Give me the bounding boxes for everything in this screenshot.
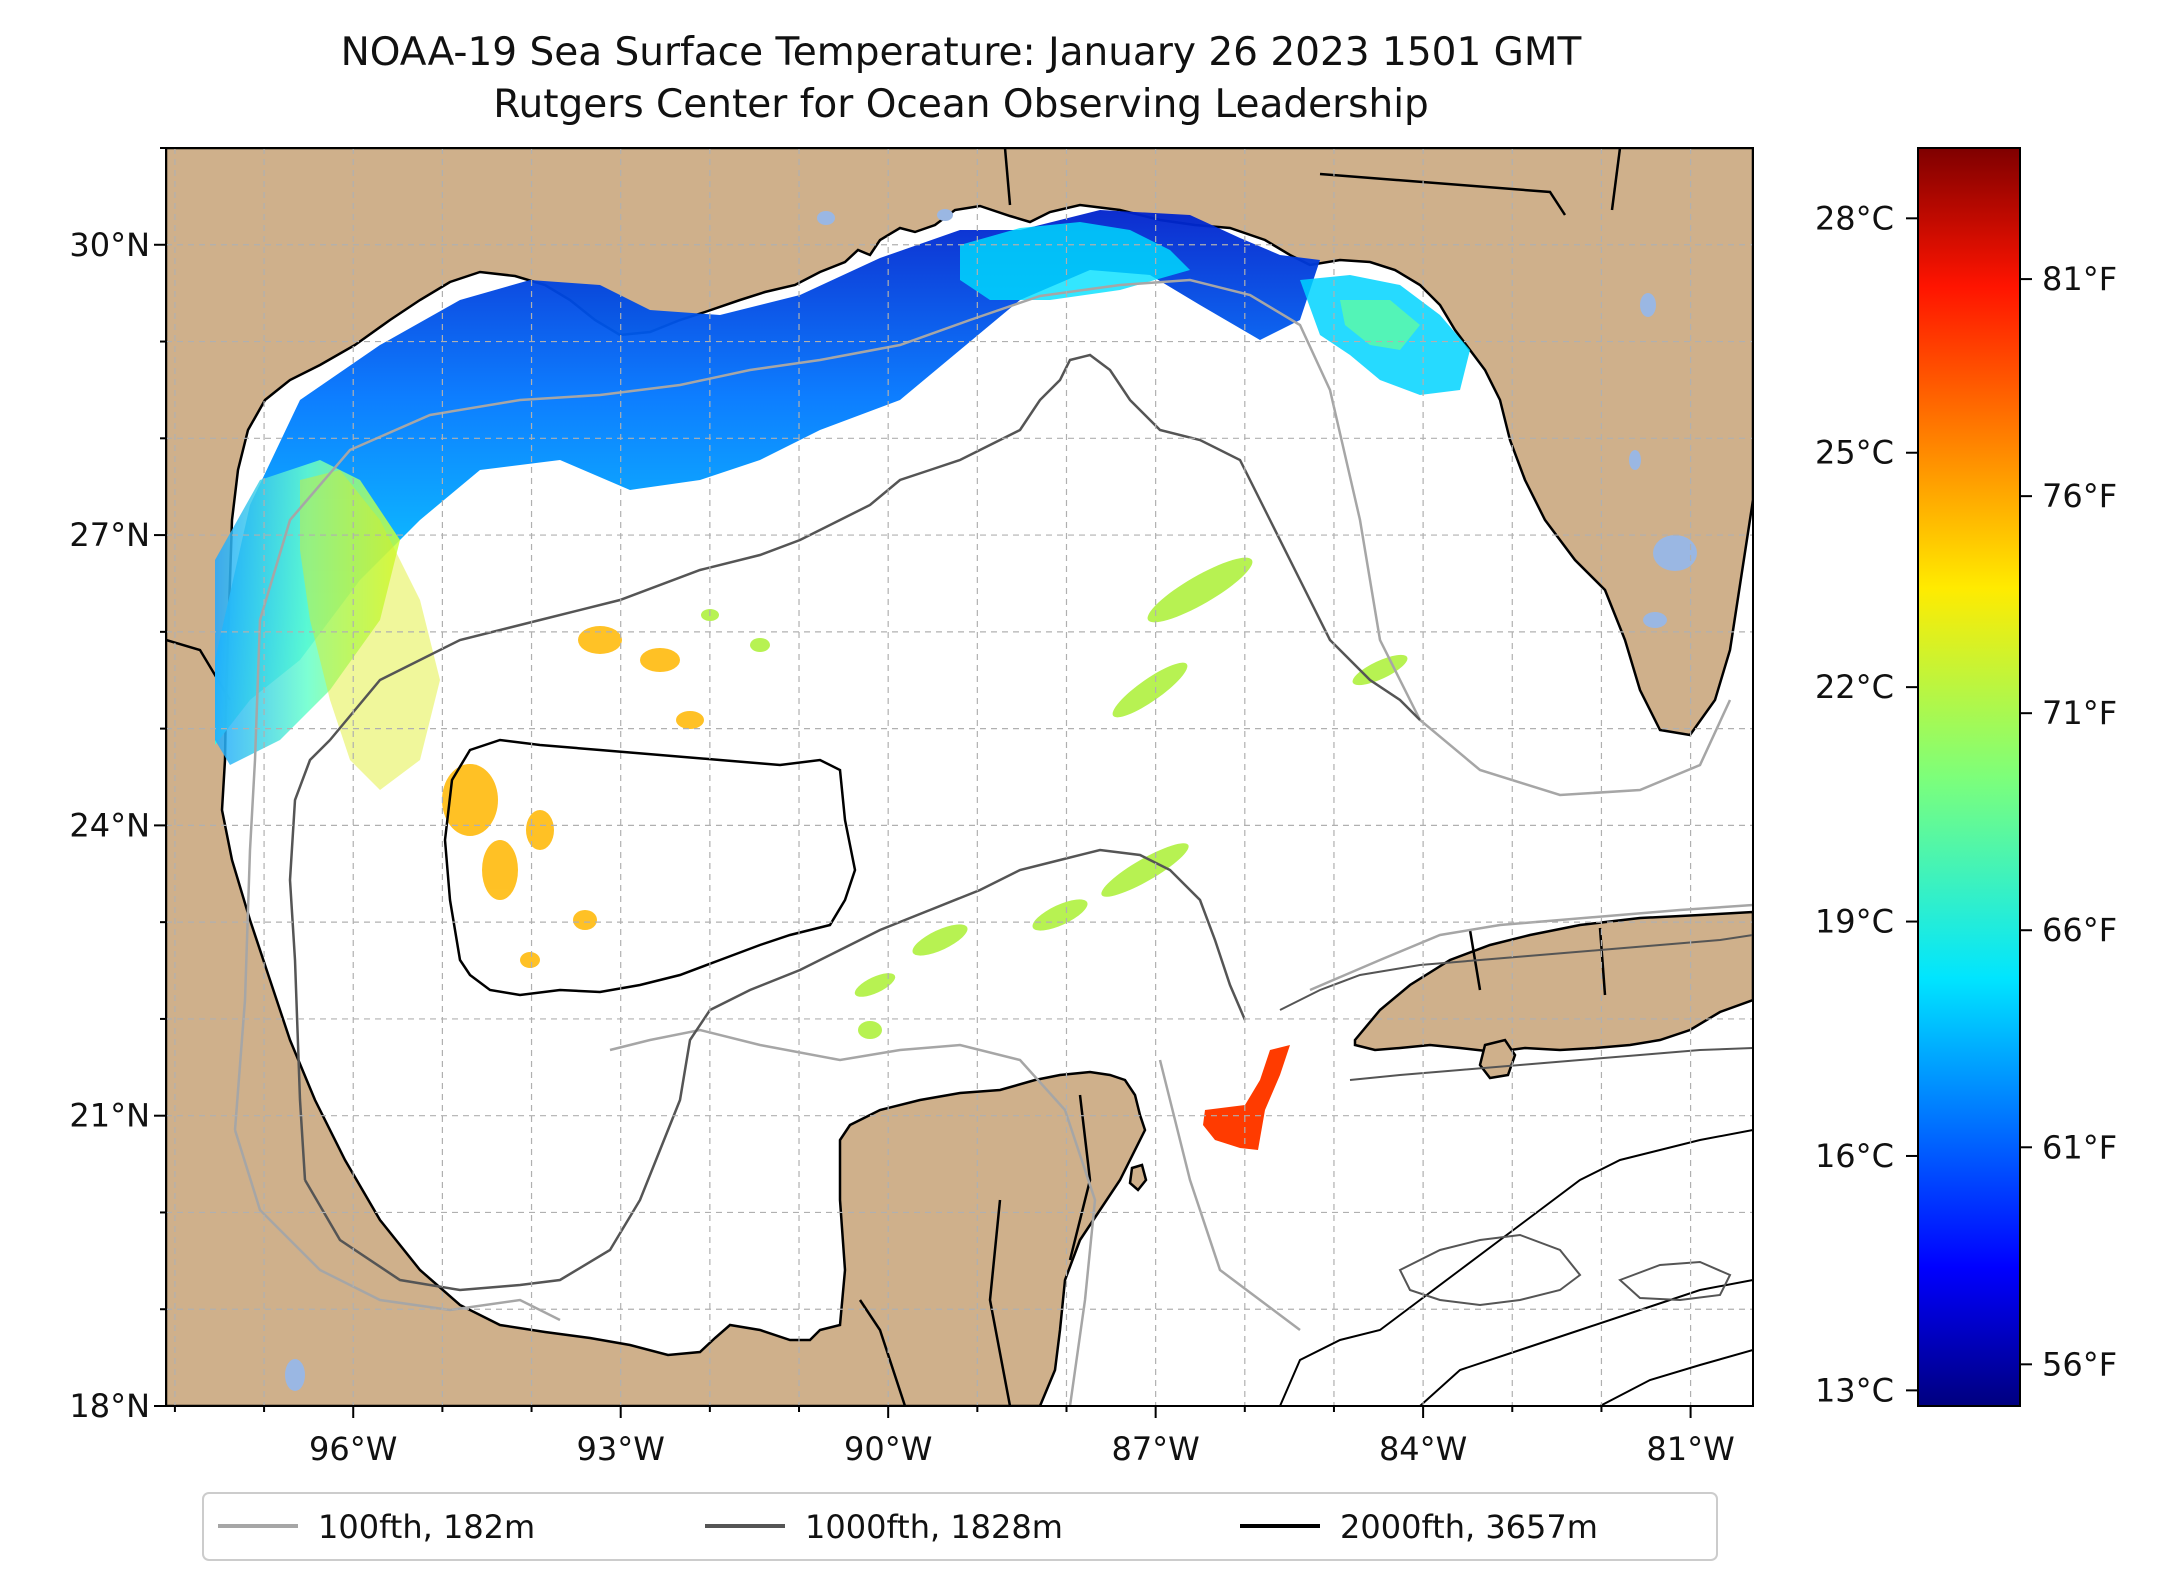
land [166,148,1753,1406]
lat-tick-label: 27°N [69,516,150,554]
map-axis-labels: 96°W 93°W 90°W 87°W 84°W 81°W 30°N 27°N 24°N 21°N… [69,226,1734,1468]
colorbar-labels: 28°C 25°C 22°C 19°C 16°C 13°C 81°F 76°F 71°F 66°F… [1815,199,2117,1409]
celsius-tick-label: 19°C [1815,903,1894,941]
lon-tick-label: 90°W [844,1430,932,1468]
celsius-tick-label: 13°C [1815,1371,1894,1409]
legend-box [202,1492,1718,1561]
celsius-tick-label: 16°C [1815,1137,1894,1175]
fahrenheit-tick-label: 81°F [2042,260,2117,298]
map-gridlines [166,148,1753,1406]
legend-label: 2000fth, 3657m [1340,1508,1598,1546]
lat-tick-label: 24°N [69,806,150,844]
celsius-tick-label: 28°C [1815,199,1894,237]
colorbar-frame [1917,147,2021,1407]
lat-tick-label: 21°N [69,1097,150,1135]
celsius-tick-label: 22°C [1815,668,1894,706]
legend-item: 2000fth, 3657m [1240,1508,1598,1546]
us-mexico-landmass [166,148,1753,1406]
celsius-tick-label: 25°C [1815,434,1894,472]
sst-hot-patch [1203,1045,1290,1150]
map-area [166,148,1753,1406]
lon-tick-label: 96°W [309,1430,397,1468]
colorbar: 28°C 25°C 22°C 19°C 16°C 13°C 81°F 76°F 71°F 66°F… [1815,147,2117,1409]
fahrenheit-tick-label: 66°F [2042,911,2117,949]
colorbar-gradient [1918,148,2020,1406]
map-title: NOAA-19 Sea Surface Temperature: January… [340,30,1582,75]
lon-tick-label: 84°W [1379,1430,1467,1468]
lon-tick-label: 93°W [577,1430,665,1468]
legend: 100fth, 182m 1000fth, 1828m 2000fth, 3657m [202,1492,1718,1561]
fahrenheit-tick-label: 71°F [2042,694,2117,732]
sst-green-patches [701,557,1408,1039]
map-frame [165,147,1754,1407]
isla-juventud [1478,1038,1517,1080]
map-subtitle: Rutgers Center for Ocean Observing Leade… [493,82,1429,127]
colorbar-ticks [1906,217,2032,1392]
lakes [285,209,1697,1391]
legend-label: 1000fth, 1828m [805,1508,1063,1546]
lon-tick-label: 81°W [1646,1430,1734,1468]
map-axis-ticks [154,147,1692,1418]
legend-item: 1000fth, 1828m [705,1508,1063,1546]
fahrenheit-tick-label: 61°F [2042,1128,2117,1166]
lon-tick-label: 87°W [1111,1430,1199,1468]
legend-label: 100fth, 182m [318,1508,535,1546]
cozumel [1128,1163,1148,1192]
legend-item: 100fth, 182m [218,1508,535,1546]
lat-tick-label: 30°N [69,226,150,264]
fahrenheit-tick-label: 56°F [2042,1345,2117,1383]
fahrenheit-tick-label: 76°F [2042,477,2117,515]
lat-tick-label: 18°N [69,1387,150,1425]
sst-warm-patches [442,626,704,968]
